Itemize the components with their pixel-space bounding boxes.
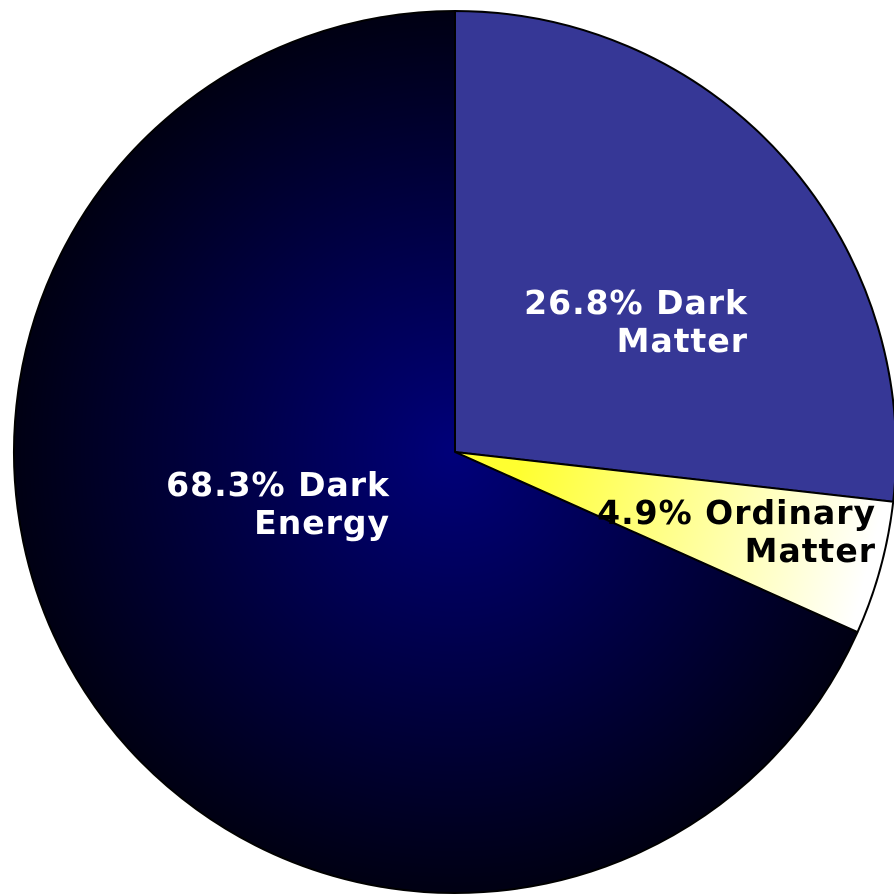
label-ordinary-matter-line: 4.9% Ordinary bbox=[597, 493, 876, 532]
label-dark-matter-line: 26.8% Dark bbox=[524, 283, 748, 322]
label-ordinary-matter-line: Matter bbox=[745, 531, 876, 570]
label-dark-matter: 26.8% Dark Matter bbox=[524, 283, 748, 360]
label-dark-matter-line: Matter bbox=[617, 321, 748, 360]
pie-slices bbox=[13, 10, 894, 894]
label-dark-energy-line: Energy bbox=[254, 503, 390, 542]
label-ordinary-matter: 4.9% Ordinary Matter bbox=[597, 493, 876, 570]
slice-dark-energy bbox=[13, 10, 859, 894]
label-dark-energy: 68.3% Dark Energy bbox=[166, 465, 390, 542]
slice-dark-matter bbox=[454, 10, 894, 503]
label-dark-energy-line: 68.3% Dark bbox=[166, 465, 390, 504]
